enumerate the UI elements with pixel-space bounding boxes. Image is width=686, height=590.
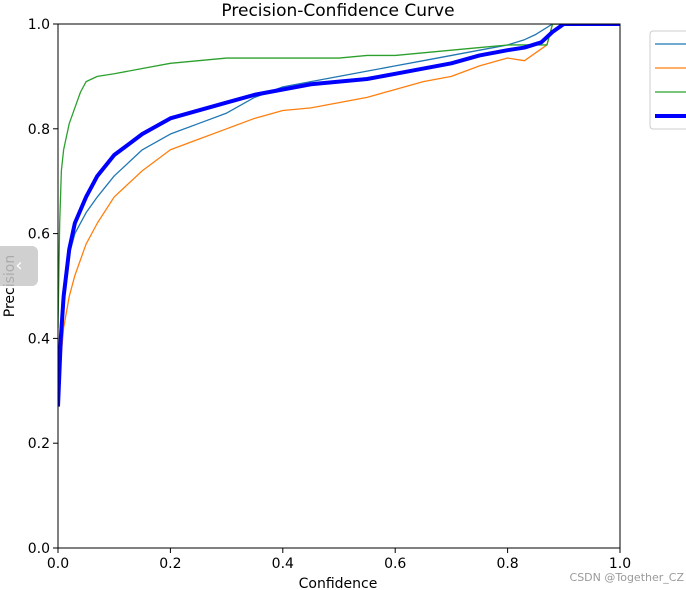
x-tick-label: 0.0 (47, 556, 69, 572)
y-tick-label: 1.0 (28, 17, 50, 33)
x-tick-label: 0.6 (384, 556, 406, 572)
x-tick-label: 0.4 (272, 556, 294, 572)
y-tick-label: 0.4 (28, 331, 50, 347)
x-axis-label: Confidence (299, 576, 378, 590)
y-tick-label: 0.0 (28, 541, 50, 557)
legend-box (649, 30, 686, 130)
x-tick-label: 1.0 (609, 556, 631, 572)
y-axis: 0.0 0.2 0.4 0.6 0.8 1.0 (28, 17, 58, 557)
y-tick-label: 0.8 (28, 122, 50, 138)
y-tick-label: 0.2 (28, 436, 50, 452)
watermark: CSDN @Together_CZ (570, 571, 685, 584)
plot-frame (57, 23, 621, 549)
series-layer (58, 24, 620, 407)
series-line-2 (58, 24, 620, 407)
collapse-panel-button[interactable]: ‹ (0, 246, 38, 286)
chart-title: Precision-Confidence Curve (221, 1, 454, 21)
series-line-4 (58, 24, 620, 407)
chevron-left-icon: ‹ (15, 255, 23, 276)
x-tick-label: 0.2 (159, 556, 181, 572)
x-tick-label: 0.8 (496, 556, 518, 572)
series-line-3 (58, 24, 620, 328)
legend (649, 30, 686, 130)
y-tick-label: 0.6 (28, 227, 50, 243)
x-axis: 0.0 0.2 0.4 0.6 0.8 1.0 (47, 548, 631, 572)
